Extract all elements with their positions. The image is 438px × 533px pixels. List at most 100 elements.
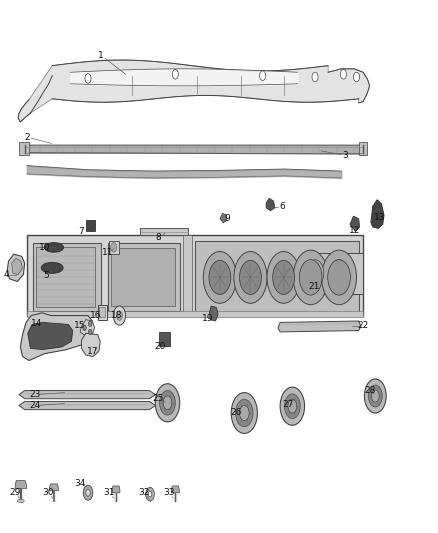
Circle shape bbox=[209, 260, 231, 294]
Polygon shape bbox=[15, 481, 26, 489]
Circle shape bbox=[236, 399, 253, 426]
Text: 7: 7 bbox=[78, 227, 85, 236]
Polygon shape bbox=[359, 142, 367, 156]
Text: 6: 6 bbox=[279, 202, 285, 211]
Text: 8: 8 bbox=[155, 233, 161, 243]
Polygon shape bbox=[7, 254, 25, 281]
Text: 25: 25 bbox=[152, 394, 163, 403]
Circle shape bbox=[117, 311, 123, 320]
Circle shape bbox=[368, 385, 382, 407]
Text: 26: 26 bbox=[231, 408, 242, 417]
Ellipse shape bbox=[44, 243, 64, 252]
Bar bbox=[141, 228, 188, 235]
Circle shape bbox=[88, 321, 92, 327]
Ellipse shape bbox=[41, 262, 63, 273]
Text: 33: 33 bbox=[163, 488, 174, 497]
Circle shape bbox=[172, 69, 178, 79]
Polygon shape bbox=[18, 60, 370, 122]
Circle shape bbox=[148, 491, 152, 497]
Circle shape bbox=[340, 69, 346, 79]
Polygon shape bbox=[266, 198, 275, 211]
Text: 13: 13 bbox=[374, 213, 385, 222]
Circle shape bbox=[111, 243, 117, 252]
Text: 4: 4 bbox=[3, 270, 9, 279]
Circle shape bbox=[312, 72, 318, 82]
Text: 27: 27 bbox=[283, 400, 293, 409]
Circle shape bbox=[163, 396, 172, 410]
Text: 12: 12 bbox=[349, 226, 360, 235]
Circle shape bbox=[328, 260, 350, 295]
Polygon shape bbox=[20, 313, 92, 360]
Bar bbox=[99, 308, 106, 317]
Circle shape bbox=[288, 399, 297, 413]
Ellipse shape bbox=[17, 499, 24, 503]
Bar bbox=[109, 240, 119, 254]
Circle shape bbox=[240, 260, 261, 294]
Text: 24: 24 bbox=[29, 401, 40, 410]
Text: 5: 5 bbox=[44, 271, 49, 280]
Polygon shape bbox=[28, 322, 73, 350]
Circle shape bbox=[321, 250, 357, 305]
Circle shape bbox=[273, 260, 294, 294]
Bar bbox=[111, 248, 175, 306]
Bar bbox=[302, 253, 363, 294]
Circle shape bbox=[240, 406, 249, 421]
Text: 1: 1 bbox=[98, 51, 104, 60]
Text: 14: 14 bbox=[31, 319, 42, 328]
Text: 18: 18 bbox=[111, 311, 122, 320]
Circle shape bbox=[299, 260, 322, 295]
Polygon shape bbox=[80, 320, 95, 336]
Circle shape bbox=[330, 260, 348, 287]
Text: 31: 31 bbox=[103, 488, 115, 497]
Text: 30: 30 bbox=[42, 488, 53, 497]
Bar bbox=[33, 243, 101, 311]
Circle shape bbox=[231, 393, 258, 433]
Circle shape bbox=[306, 260, 324, 287]
Polygon shape bbox=[371, 200, 384, 228]
Text: 2: 2 bbox=[24, 133, 30, 141]
Bar bbox=[36, 247, 95, 308]
Circle shape bbox=[267, 252, 300, 303]
Circle shape bbox=[234, 252, 267, 303]
Text: 28: 28 bbox=[364, 386, 375, 395]
Bar bbox=[98, 305, 107, 320]
Bar bbox=[159, 332, 170, 345]
Bar bbox=[183, 235, 192, 316]
Text: 34: 34 bbox=[74, 479, 86, 488]
Text: 32: 32 bbox=[138, 488, 150, 497]
Polygon shape bbox=[209, 306, 218, 321]
Circle shape bbox=[371, 390, 379, 402]
Circle shape bbox=[280, 387, 304, 425]
Text: 3: 3 bbox=[343, 151, 349, 160]
Circle shape bbox=[146, 487, 154, 501]
Circle shape bbox=[83, 485, 93, 500]
Polygon shape bbox=[49, 484, 58, 491]
Bar bbox=[86, 220, 95, 231]
Polygon shape bbox=[350, 216, 360, 231]
Text: 11: 11 bbox=[102, 248, 113, 257]
Text: 15: 15 bbox=[74, 321, 86, 330]
Circle shape bbox=[113, 306, 126, 325]
Text: 21: 21 bbox=[308, 282, 320, 292]
Polygon shape bbox=[112, 486, 120, 493]
Polygon shape bbox=[19, 401, 155, 410]
Circle shape bbox=[88, 329, 92, 335]
Circle shape bbox=[85, 74, 91, 83]
Text: 23: 23 bbox=[29, 390, 40, 399]
Polygon shape bbox=[278, 321, 361, 332]
Circle shape bbox=[203, 252, 237, 303]
Polygon shape bbox=[19, 391, 155, 399]
Circle shape bbox=[86, 489, 90, 496]
Circle shape bbox=[155, 384, 180, 422]
Circle shape bbox=[83, 325, 86, 330]
Text: 10: 10 bbox=[39, 243, 50, 252]
Circle shape bbox=[293, 250, 328, 305]
Polygon shape bbox=[19, 142, 29, 156]
Polygon shape bbox=[25, 145, 363, 154]
Bar bbox=[27, 311, 363, 317]
Circle shape bbox=[353, 72, 360, 82]
Text: 22: 22 bbox=[357, 321, 369, 330]
Text: 9: 9 bbox=[225, 214, 231, 223]
Text: 17: 17 bbox=[87, 346, 98, 356]
Text: 20: 20 bbox=[154, 342, 166, 351]
